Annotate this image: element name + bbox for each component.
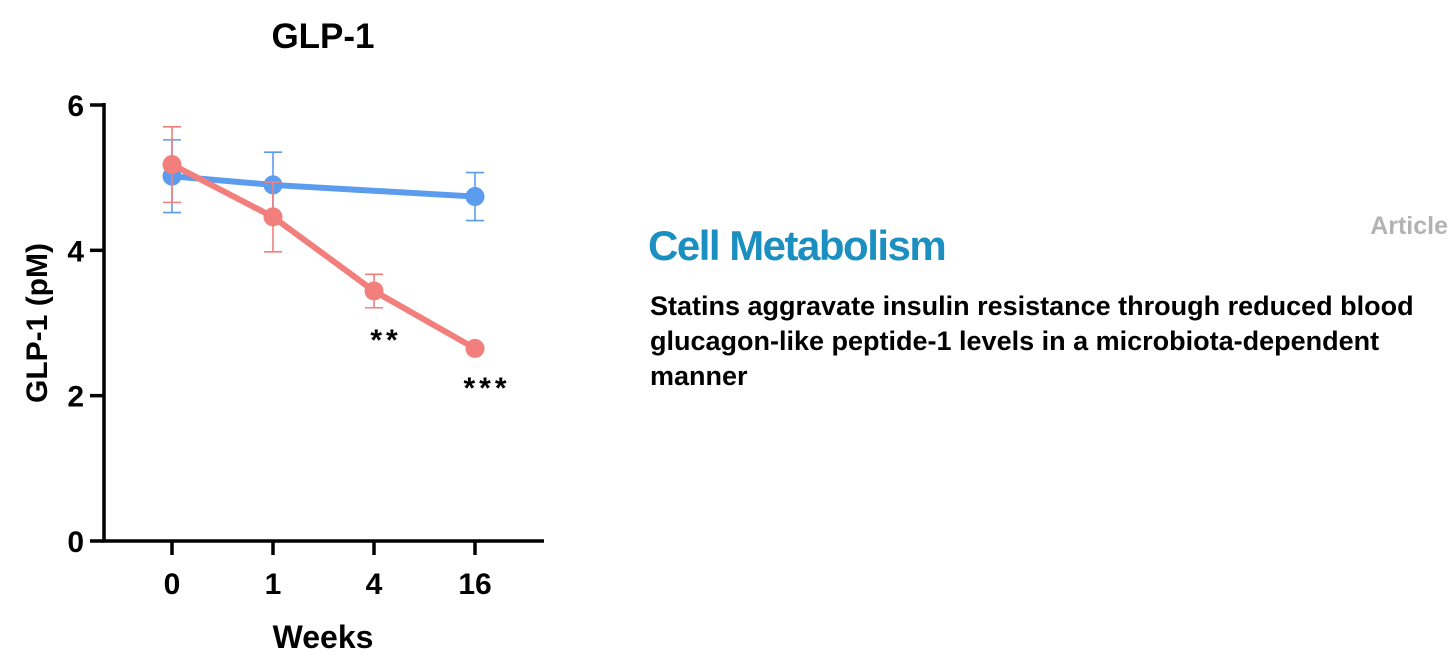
data-point	[465, 338, 485, 358]
x-tick-label: 0	[164, 568, 181, 601]
paper-title: Statins aggravate insulin resistance thr…	[650, 291, 1414, 391]
journal-name: Cell Metabolism	[648, 222, 947, 269]
significance-annotations: *****	[370, 324, 510, 405]
data-point	[465, 187, 485, 207]
significance-marker: **	[370, 324, 401, 357]
y-tick-label: 4	[67, 235, 84, 268]
y-tick-label: 2	[67, 381, 84, 414]
significance-marker: ***	[463, 372, 510, 405]
article-type-label: Article	[1370, 212, 1448, 240]
chart-title: GLP-1	[271, 17, 374, 56]
series-1	[162, 126, 485, 358]
series-0	[162, 139, 485, 222]
y-ticks: 0 2 4 6	[67, 90, 104, 559]
x-ticks: 0 1 4 16	[164, 541, 492, 601]
data-point	[364, 281, 384, 301]
x-tick-label: 16	[458, 568, 491, 601]
y-tick-label: 6	[67, 90, 84, 123]
x-tick-label: 1	[265, 568, 282, 601]
article-header: Article Cell Metabolism Statins aggravat…	[648, 200, 1456, 400]
x-axis-label: Weeks	[273, 619, 374, 655]
data-point	[263, 207, 283, 227]
x-tick-label: 4	[366, 568, 383, 601]
y-tick-label: 0	[67, 526, 84, 559]
data-point	[162, 155, 182, 175]
axes	[102, 103, 544, 543]
data-series	[162, 126, 485, 358]
y-axis-label: GLP-1 (pM)	[21, 243, 54, 403]
series-line	[169, 161, 478, 352]
